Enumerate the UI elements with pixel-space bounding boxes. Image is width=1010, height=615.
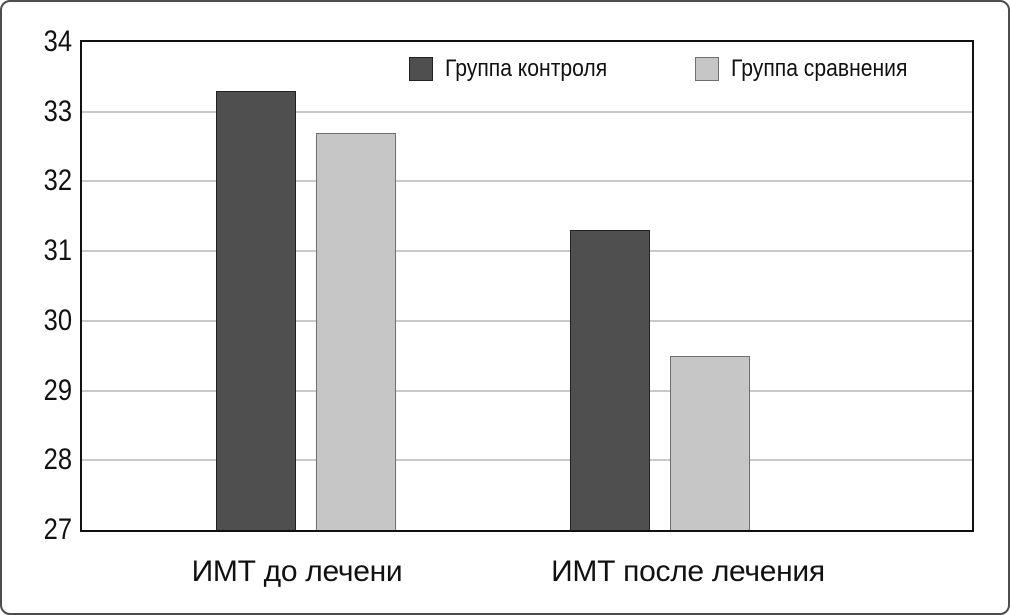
gridline: [82, 459, 972, 462]
bar-series0-category1: [570, 230, 650, 530]
legend-swatch-icon: [409, 57, 433, 81]
gridline: [82, 180, 972, 183]
y-axis-tick-label: 27: [43, 513, 72, 546]
x-axis-category-label: ИМТ после лечения: [551, 555, 825, 588]
legend-label: Группа контроля: [445, 55, 608, 82]
y-axis-tick-label: 33: [43, 94, 72, 128]
plot-area: Группа контроля Группа сравнения: [80, 40, 974, 532]
bar-series1-category0: [316, 132, 396, 530]
legend-swatch-icon: [695, 57, 719, 81]
y-axis-tick-label: 31: [43, 234, 72, 268]
y-axis-tick-label: 34: [43, 25, 72, 58]
y-axis-tick-label: 29: [43, 373, 72, 407]
bar-series0-category0: [216, 90, 296, 530]
x-axis-category-label: ИМТ до лечени: [191, 555, 403, 588]
gridline: [82, 319, 972, 322]
bar-series1-category1: [670, 355, 750, 530]
legend-item: Группа сравнения: [695, 56, 931, 82]
legend-item: Группа контроля: [409, 56, 629, 82]
y-axis-tick-label: 28: [43, 443, 72, 477]
legend-label: Группа сравнения: [731, 55, 908, 82]
gridline: [82, 389, 972, 392]
y-axis-tick-label: 30: [43, 303, 72, 337]
y-axis-tick-label: 32: [43, 164, 72, 198]
gridline: [82, 110, 972, 113]
gridline: [82, 250, 972, 253]
